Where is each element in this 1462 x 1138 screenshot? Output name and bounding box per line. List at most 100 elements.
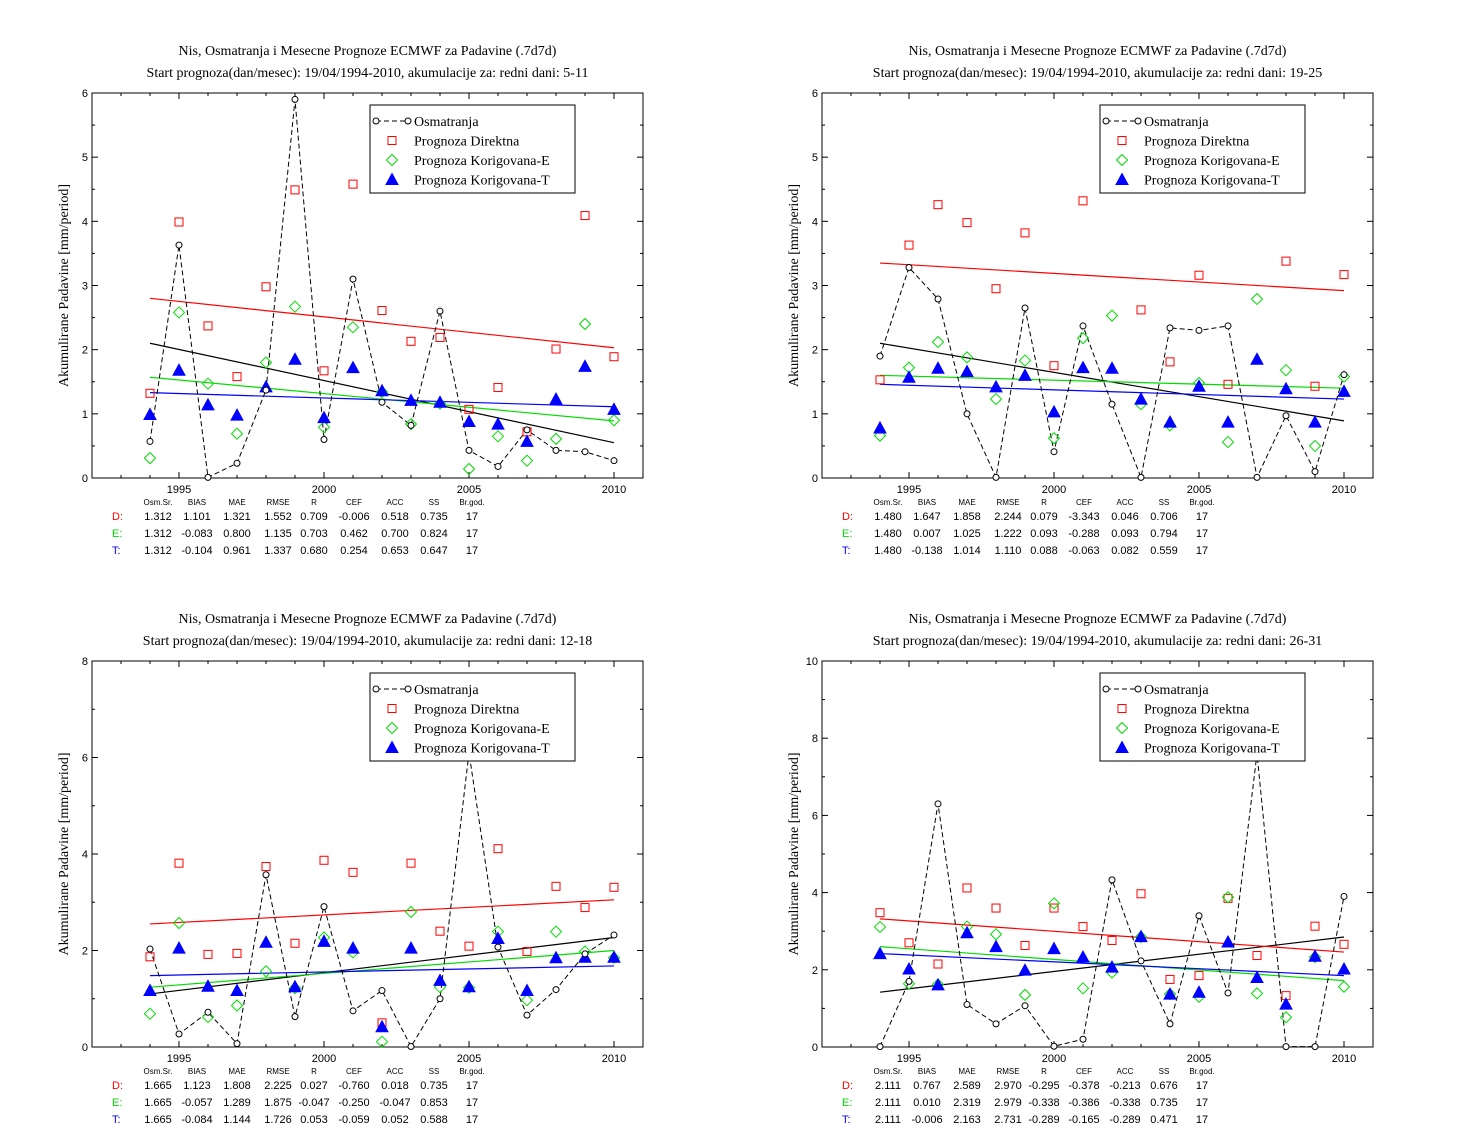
y-axis-label: Akumulirane Padavine [mm/period] <box>57 753 72 956</box>
corrected-t-point <box>1134 929 1148 943</box>
direct-point <box>1339 270 1349 280</box>
observed-point <box>1137 957 1145 965</box>
legend-observed-marker <box>372 685 380 693</box>
corrected-t-point <box>1308 415 1322 428</box>
direct-point <box>377 306 387 316</box>
stats-header-cell: Osm.Sr. <box>874 1067 903 1076</box>
stats-cell: 1.808 <box>223 1080 251 1092</box>
direct-point <box>991 284 1001 294</box>
y-tick-label: 4 <box>82 849 88 861</box>
corrected-e-point <box>375 385 389 399</box>
stats-cell: 17 <box>1196 511 1208 523</box>
stats-row-label: T: <box>842 1114 851 1126</box>
stats-header-cell: BIAS <box>188 498 206 507</box>
stats-cell: -0.338 <box>1028 1097 1059 1109</box>
stats-cell: 0.052 <box>381 1114 409 1126</box>
chart-panel-3: Nis, Osmatranja i Mesecne Prognoze ECMWF… <box>57 612 644 1126</box>
stats-cell: -0.047 <box>379 1097 410 1109</box>
stats-cell: 1.858 <box>953 511 981 523</box>
observed-point <box>1195 912 1203 920</box>
y-tick-label: 1 <box>82 409 88 421</box>
x-tick-label: 2000 <box>1042 1053 1066 1065</box>
observed-point <box>1311 468 1319 476</box>
direct-point <box>1049 361 1059 371</box>
stats-cell: 0.767 <box>913 1080 941 1092</box>
observed-point <box>1079 322 1087 330</box>
stats-header-cell: SS <box>1159 1067 1170 1076</box>
direct-point <box>406 858 416 868</box>
stats-cell: 1.480 <box>874 511 902 523</box>
corrected-t-point <box>960 364 974 377</box>
stats-cell: 0.079 <box>1030 511 1058 523</box>
corrected-t-point <box>873 420 887 434</box>
corrected-t-point <box>520 983 534 997</box>
observed-point <box>963 410 971 418</box>
direct-point <box>609 882 619 892</box>
observed-point <box>494 943 502 951</box>
corrected-t-point <box>1163 987 1177 1000</box>
corrected-t-point <box>1337 384 1351 397</box>
observed-point <box>992 1020 1000 1028</box>
legend-label-corrected_t: Prognoza Korigovana-T <box>414 742 550 757</box>
corrected-e-point <box>1250 987 1264 1000</box>
stats-header-cell: R <box>311 1067 317 1076</box>
direct-point <box>1223 379 1233 389</box>
observed-point <box>204 473 212 481</box>
observed-point <box>905 264 913 272</box>
corrected-t-point <box>902 961 916 975</box>
direct-point <box>962 883 972 893</box>
observed-point <box>146 437 154 445</box>
stats-cell: -0.250 <box>338 1097 369 1109</box>
stats-header-cell: MAE <box>228 498 245 507</box>
direct-point <box>1020 940 1030 950</box>
legend-label-corrected_t: Prognoza Korigovana-T <box>1144 742 1280 757</box>
direct-point <box>962 218 972 228</box>
corrected-e-point <box>1105 309 1119 322</box>
corrected-t-point <box>1076 950 1090 963</box>
chart-subtitle: Start prognoza(dan/mesec): 19/04/1994-20… <box>143 634 592 649</box>
stats-cell: 2.111 <box>875 1097 901 1109</box>
observed-point <box>1340 371 1348 379</box>
observed-point <box>934 295 942 303</box>
stats-cell: 1.875 <box>264 1097 292 1109</box>
corrected-e-point <box>1250 292 1264 306</box>
stats-cell: -0.288 <box>1068 528 1099 540</box>
direct-point <box>522 946 532 956</box>
corrected-t-point <box>288 979 302 993</box>
observed-point <box>1166 1020 1174 1028</box>
y-axis-label: Akumulirane Padavine [mm/period] <box>57 184 72 387</box>
corrected-e-point <box>201 377 215 390</box>
observed-point <box>349 1007 357 1015</box>
stats-cell: 0.559 <box>1150 545 1178 557</box>
stats-cell: 0.254 <box>340 545 368 557</box>
corrected-t-point <box>989 379 1003 393</box>
corrected-t-point <box>491 417 505 430</box>
corrected-t-point <box>462 414 476 428</box>
corrected-t-point <box>346 941 360 954</box>
observed-point <box>1050 448 1058 456</box>
stats-cell: -0.378 <box>1068 1080 1099 1092</box>
stats-cell: 1.312 <box>144 545 172 557</box>
stats-cell: -0.059 <box>338 1114 369 1126</box>
observed-point <box>407 1043 415 1051</box>
legend-label-corrected_e: Prognoza Korigovana-E <box>1144 154 1280 169</box>
stats-cell: 17 <box>466 545 478 557</box>
direct-point <box>1339 939 1349 949</box>
direct-point <box>551 344 561 354</box>
corrected-t-point <box>607 950 621 963</box>
stats-cell: -0.760 <box>338 1080 369 1092</box>
observed-point <box>407 421 415 429</box>
corrected-e-point <box>404 417 418 431</box>
corrected-e-point <box>1221 435 1235 449</box>
observed-point <box>378 398 386 406</box>
corrected-e-point <box>230 999 244 1012</box>
observed-point <box>175 1030 183 1038</box>
corrected-t-point <box>1047 941 1061 955</box>
observed-point <box>1253 473 1261 481</box>
corrected-e-point <box>873 920 887 934</box>
observed-point <box>262 386 270 394</box>
stats-row-label: E: <box>842 528 852 540</box>
direct-point <box>1136 305 1146 315</box>
legend-corrected-t-marker <box>1115 740 1129 753</box>
